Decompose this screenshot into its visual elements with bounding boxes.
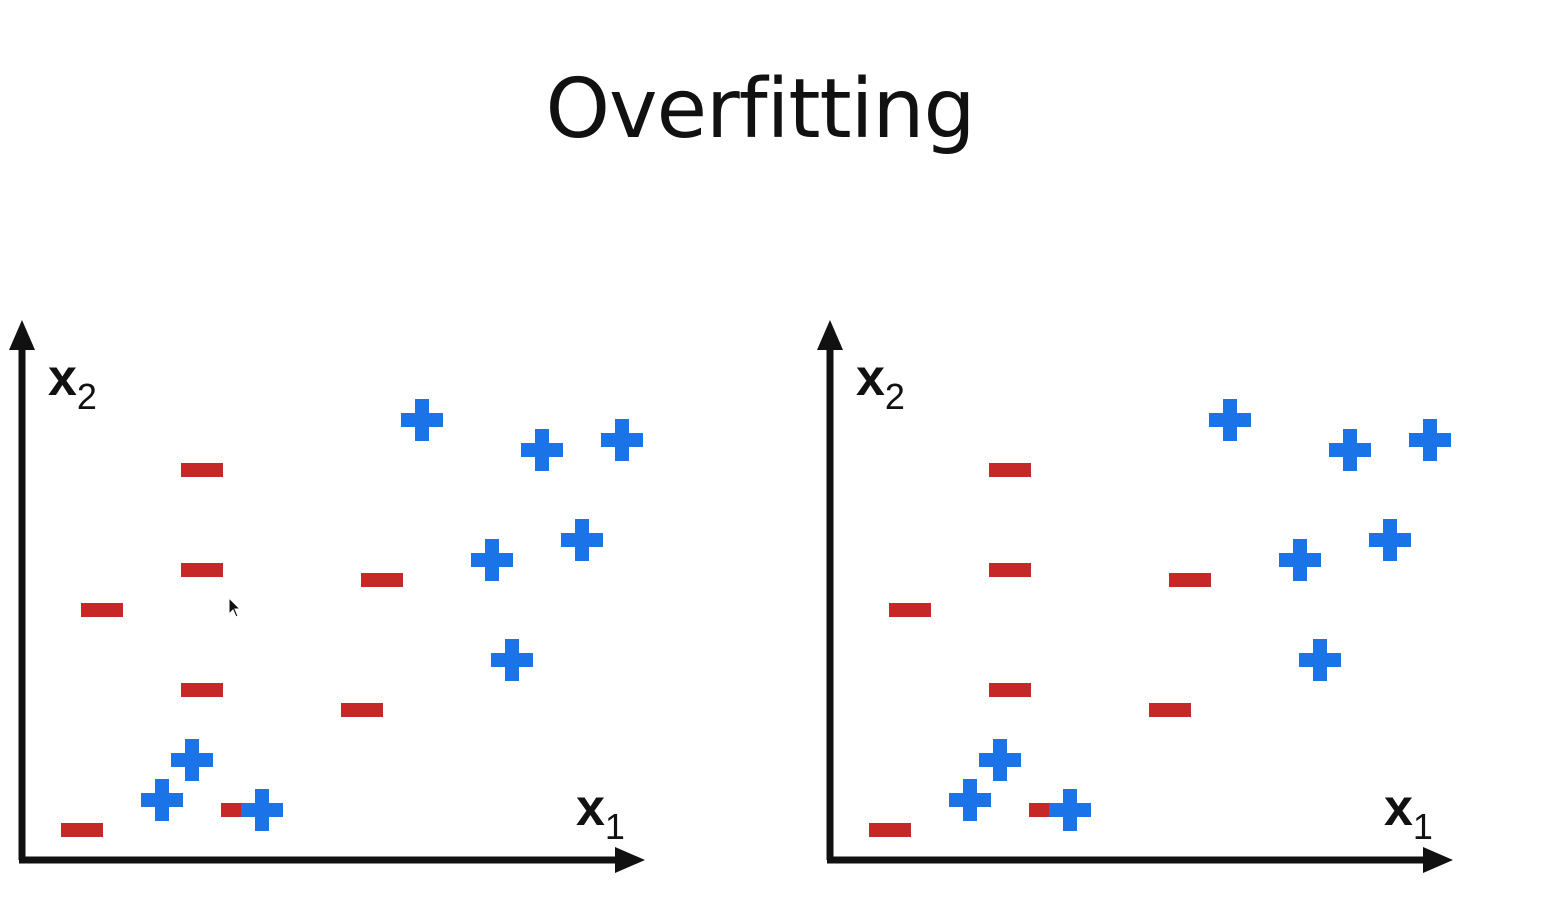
axes-right: [817, 320, 1453, 873]
positive-marker: [949, 779, 991, 821]
positive-marker: [979, 739, 1021, 781]
positive-marker: [1409, 419, 1451, 461]
y-axis-label: x2: [48, 349, 97, 417]
positive-marker: [1209, 399, 1251, 441]
negative-marker: [81, 603, 123, 617]
positive-marker: [521, 429, 563, 471]
y-axis-arrow-icon: [9, 320, 35, 350]
x-axis-arrow-icon: [1423, 847, 1453, 873]
positive-marker: [601, 419, 643, 461]
positive-marker: [1049, 789, 1091, 831]
negative-marker: [989, 463, 1031, 477]
positive-marker: [241, 789, 283, 831]
negative-marker: [181, 683, 223, 697]
x-axis-label: x1: [1384, 779, 1433, 847]
y-axis-arrow-icon: [817, 320, 843, 350]
negative-marker: [989, 563, 1031, 577]
negative-marker: [181, 563, 223, 577]
positive-marker: [471, 539, 513, 581]
positive-marker: [171, 739, 213, 781]
positive-marker: [401, 399, 443, 441]
positive-marker: [141, 779, 183, 821]
negative-marker: [361, 573, 403, 587]
mouse-cursor-icon: [228, 597, 242, 618]
negative-marker: [181, 463, 223, 477]
x-axis-arrow-icon: [615, 847, 645, 873]
markers-right: [869, 399, 1451, 837]
plot-left-canvas: [9, 320, 645, 873]
negative-marker: [869, 823, 911, 837]
markers-left: [61, 399, 643, 837]
positive-marker: [491, 639, 533, 681]
positive-marker: [1329, 429, 1371, 471]
negative-marker: [341, 703, 383, 717]
negative-marker: [889, 603, 931, 617]
positive-marker: [561, 519, 603, 561]
negative-marker: [1149, 703, 1191, 717]
scatter-plot-right: x2 x1: [808, 300, 1468, 900]
page-title: Overfitting: [545, 62, 976, 157]
y-axis-label: x2: [856, 349, 905, 417]
scatter-plot-left: x2 x1: [0, 300, 660, 900]
negative-marker: [61, 823, 103, 837]
positive-marker: [1279, 539, 1321, 581]
axes-left: [9, 320, 645, 873]
positive-marker: [1299, 639, 1341, 681]
negative-marker: [1169, 573, 1211, 587]
positive-marker: [1369, 519, 1411, 561]
x-axis-label: x1: [576, 779, 625, 847]
negative-marker: [989, 683, 1031, 697]
plot-right-canvas: [817, 320, 1453, 873]
